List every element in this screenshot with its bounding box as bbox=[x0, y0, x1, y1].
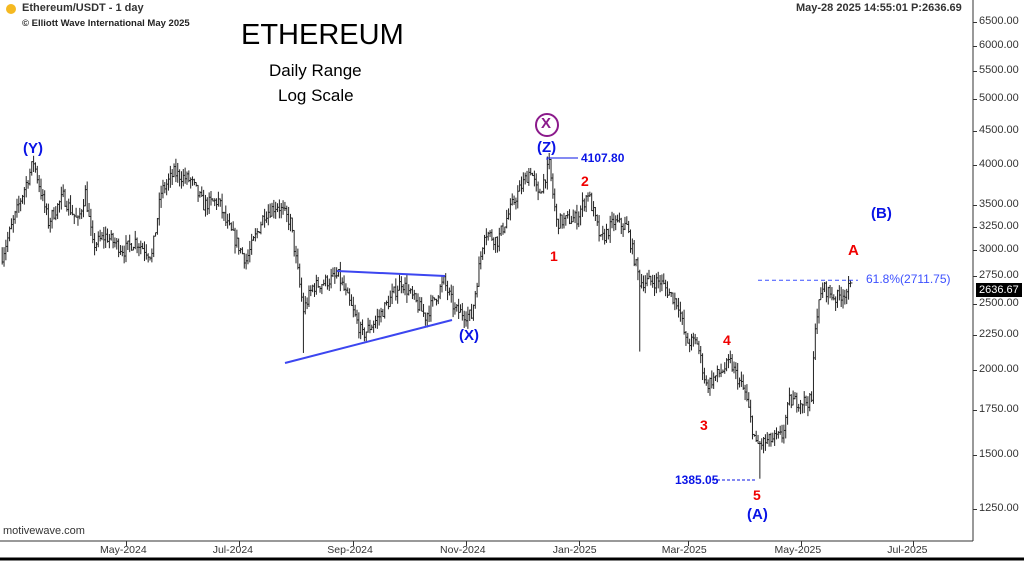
y-tick-label: 6500.00 bbox=[979, 14, 1019, 27]
x-tick-label: Jan-2025 bbox=[552, 544, 597, 556]
y-tick-label: 2500.00 bbox=[979, 297, 1019, 310]
wave-label-5: 5 bbox=[753, 487, 761, 503]
low-price-label: 1385.05 bbox=[675, 473, 719, 487]
x-tick-label: Jul-2024 bbox=[212, 544, 253, 556]
timestamp-price: May-28 2025 14:55:01 P:2636.69 bbox=[796, 2, 962, 14]
chart-title: ETHEREUM bbox=[241, 19, 404, 51]
y-tick-mark bbox=[973, 71, 977, 73]
wave-label-1: 1 bbox=[550, 248, 558, 264]
x-tick-mark bbox=[578, 541, 580, 546]
wave-label-3: 3 bbox=[700, 417, 708, 433]
y-tick-mark bbox=[973, 204, 977, 206]
circled-x-icon bbox=[535, 113, 559, 137]
y-tick-label: 1500.00 bbox=[979, 448, 1019, 461]
y-tick-mark bbox=[973, 165, 977, 167]
y-tick-label: 6000.00 bbox=[979, 38, 1019, 51]
y-tick-label: 2250.00 bbox=[979, 328, 1019, 341]
y-tick-label: 2750.00 bbox=[979, 269, 1019, 282]
wave-label-X: (X) bbox=[459, 327, 479, 344]
x-tick-mark bbox=[800, 541, 802, 546]
y-tick-mark bbox=[973, 21, 977, 23]
wave-label-A-minor: A bbox=[848, 242, 859, 259]
x-tick-label: Sep-2024 bbox=[327, 544, 373, 556]
y-tick-mark bbox=[973, 45, 977, 47]
y-tick-mark bbox=[973, 250, 977, 252]
status-dot-icon bbox=[6, 4, 16, 14]
wave-label-Z: (Z) bbox=[537, 139, 557, 156]
y-tick-mark bbox=[973, 455, 977, 457]
y-tick-label: 3250.00 bbox=[979, 219, 1019, 232]
x-tick-label: Nov-2024 bbox=[440, 544, 486, 556]
watermark: motivewave.com bbox=[3, 525, 85, 537]
x-tick-mark bbox=[687, 541, 689, 546]
y-tick-mark bbox=[973, 99, 977, 101]
wave-label-2: 2 bbox=[581, 173, 589, 189]
last-price-tag: 2636.67 bbox=[976, 283, 1022, 297]
wave-label-Y: (Y) bbox=[23, 140, 43, 157]
y-tick-label: 1750.00 bbox=[979, 402, 1019, 415]
copyright: © Elliott Wave International May 2025 bbox=[22, 18, 190, 29]
y-tick-mark bbox=[973, 276, 977, 278]
wave-label-B: (B) bbox=[871, 205, 892, 222]
y-tick-mark bbox=[973, 335, 977, 337]
y-tick-label: 4500.00 bbox=[979, 123, 1019, 136]
high-marker-line bbox=[546, 157, 578, 160]
y-tick-mark bbox=[973, 370, 977, 372]
x-tick-label: Jul-2025 bbox=[887, 544, 928, 556]
y-tick-label: 5000.00 bbox=[979, 92, 1019, 105]
triangle-lower-trendline bbox=[284, 319, 453, 364]
y-tick-label: 5500.00 bbox=[979, 64, 1019, 77]
circled-x-label: X bbox=[541, 115, 552, 132]
y-tick-mark bbox=[973, 409, 977, 411]
y-tick-label: 1250.00 bbox=[979, 502, 1019, 514]
y-tick-mark bbox=[973, 509, 977, 510]
wave-label-A: (A) bbox=[747, 506, 768, 523]
high-price-label: 4107.80 bbox=[581, 151, 625, 165]
x-tick-label: May-2024 bbox=[100, 544, 147, 556]
y-tick-label: 3500.00 bbox=[979, 197, 1019, 210]
x-tick-mark bbox=[238, 541, 240, 546]
x-tick-mark bbox=[353, 541, 355, 546]
y-tick-label: 3000.00 bbox=[979, 243, 1019, 256]
x-tick-label: May-2025 bbox=[774, 544, 822, 556]
y-tick-mark bbox=[973, 130, 977, 132]
x-tick-mark bbox=[913, 541, 915, 546]
x-tick-mark bbox=[466, 541, 468, 546]
y-tick-mark bbox=[973, 304, 977, 306]
subtitle-scale: Log Scale bbox=[278, 86, 354, 105]
x-tick-label: Mar-2025 bbox=[661, 544, 707, 556]
y-tick-label: 2000.00 bbox=[979, 363, 1019, 376]
wave-label-4: 4 bbox=[723, 332, 731, 348]
price-bars bbox=[1, 152, 853, 479]
fib-label: 61.8%(2711.75) bbox=[866, 272, 951, 287]
triangle-upper-trendline bbox=[336, 270, 446, 277]
symbol-label: Ethereum/USDT - 1 day bbox=[22, 2, 144, 14]
subtitle-range: Daily Range bbox=[269, 61, 362, 80]
x-tick-mark bbox=[126, 541, 127, 546]
y-tick-mark bbox=[973, 226, 977, 228]
y-tick-label: 4000.00 bbox=[979, 158, 1019, 171]
